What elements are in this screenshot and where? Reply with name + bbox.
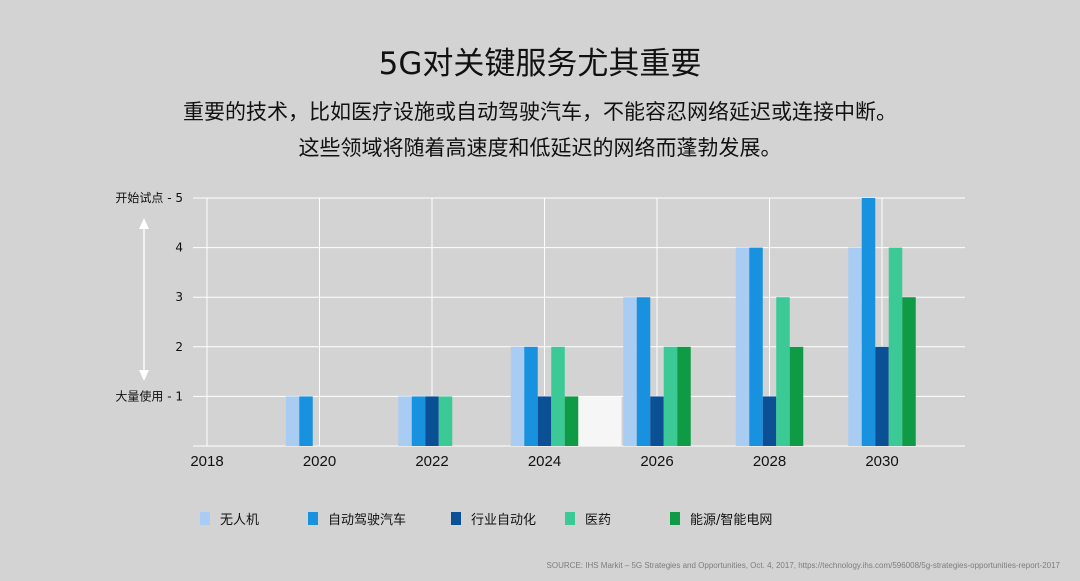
- x-tick-label: 2030: [865, 453, 898, 470]
- bar: [663, 346, 678, 446]
- bar: [749, 247, 763, 446]
- legend-label: 无人机: [220, 512, 260, 528]
- x-tick-label: 2024: [528, 453, 561, 470]
- chart-legend: 无人机 自动驾驶汽车 行业自动化 医药 能源/智能电网: [200, 508, 790, 528]
- bar: [623, 297, 637, 446]
- bar: [789, 346, 804, 446]
- arrow-down-head: [139, 370, 149, 381]
- chart-title: 5G对关键服务尤其重要: [378, 46, 702, 82]
- arrow-up-head: [139, 218, 149, 229]
- bar: [510, 346, 525, 446]
- legend-item: 无人机: [200, 509, 308, 528]
- bar: [888, 247, 903, 446]
- chart-subtitle-line1: 重要的技术，比如医疗设施或自动驾驶汽车，不能容忍网络延迟或连接中断。: [183, 100, 897, 124]
- x-tick-label: 2028: [753, 453, 786, 470]
- y-tick-label: 大量使用 - 1: [115, 388, 183, 403]
- bar: [861, 198, 876, 446]
- x-tick-label: 2018: [190, 453, 223, 470]
- bar: [398, 396, 412, 446]
- x-tick-label: 2020: [303, 453, 336, 470]
- legend-swatch: [565, 511, 575, 525]
- bar: [875, 346, 889, 446]
- bar: [564, 396, 579, 446]
- y-tick-label: 开始试点 - 5: [115, 190, 183, 205]
- legend-item: 能源/智能电网: [670, 509, 790, 528]
- bar: [524, 346, 538, 446]
- bar: [636, 297, 651, 446]
- legend-label: 医药: [585, 512, 612, 528]
- bar: [677, 346, 691, 446]
- legend-label: 能源/智能电网: [690, 512, 773, 528]
- bar: [551, 346, 565, 446]
- bar: [438, 396, 453, 446]
- bar: [902, 297, 916, 446]
- y-tick-label: 3: [175, 290, 183, 304]
- legend-swatch: [451, 511, 461, 525]
- source-note: SOURCE: IHS Markit – 5G Strategies and O…: [546, 561, 1060, 570]
- legend-label: 行业自动化: [471, 512, 537, 528]
- x-tick-label: 2022: [415, 453, 448, 470]
- legend-item: 自动驾驶汽车: [308, 509, 451, 528]
- bar: [650, 396, 664, 446]
- bar: [425, 396, 439, 446]
- y-tick-label: 4: [175, 241, 183, 255]
- bar-chart: 开始试点 - 5 4 3 2 大量使用 - 1 2018 2020 2022 2024 2026 2…: [115, 190, 965, 470]
- legend-label: 自动驾驶汽车: [328, 512, 407, 528]
- legend-swatch: [200, 511, 210, 525]
- legend-item: 医药: [565, 509, 670, 528]
- bar: [848, 247, 862, 446]
- bar: [776, 297, 790, 446]
- bar: [537, 396, 552, 446]
- bar: [411, 396, 426, 446]
- bar: [299, 396, 313, 446]
- bar: [285, 396, 300, 446]
- chart-subtitle-line2: 这些领域将随着高速度和低延迟的网络而蓬勃发展。: [298, 136, 782, 160]
- legend-swatch: [670, 511, 680, 525]
- legend-item: 行业自动化: [451, 509, 565, 528]
- bar: [735, 247, 750, 446]
- bar: [762, 396, 777, 446]
- legend-swatch: [308, 511, 318, 525]
- y-tick-label: 2: [175, 340, 183, 354]
- x-tick-label: 2026: [640, 453, 673, 470]
- highlight-band: [577, 396, 622, 446]
